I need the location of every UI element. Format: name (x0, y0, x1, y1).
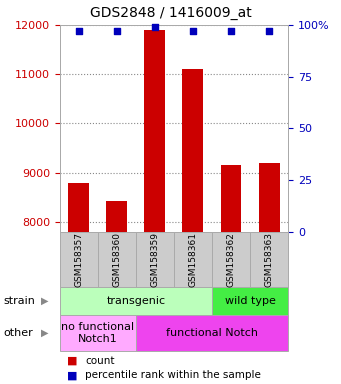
Text: GSM158362: GSM158362 (226, 232, 236, 287)
Text: GSM158359: GSM158359 (150, 232, 159, 287)
Point (114, 28, 119, 34)
Text: strain: strain (3, 296, 35, 306)
Text: wild type: wild type (225, 296, 276, 306)
Text: transgenic: transgenic (106, 296, 165, 306)
Text: GSM158357: GSM158357 (74, 232, 83, 287)
Text: ▶: ▶ (41, 296, 48, 306)
Bar (258, 163, 280, 232)
Text: percentile rank within the sample: percentile rank within the sample (85, 370, 261, 380)
Text: functional Notch: functional Notch (166, 328, 258, 338)
Point (266, 28, 272, 34)
Text: ■: ■ (66, 356, 77, 366)
Text: GDS2848 / 1416009_at: GDS2848 / 1416009_at (90, 6, 251, 20)
Bar (106, 200, 127, 232)
Text: GSM158363: GSM158363 (265, 232, 273, 287)
Point (228, 28, 234, 34)
Text: GSM158361: GSM158361 (189, 232, 197, 287)
Point (190, 28, 196, 34)
Text: ■: ■ (66, 370, 77, 380)
Bar (182, 69, 204, 232)
Bar (221, 165, 241, 232)
Point (152, 24, 158, 30)
Bar (144, 30, 165, 232)
Point (76, 28, 81, 34)
Text: GSM158360: GSM158360 (112, 232, 121, 287)
Text: ▶: ▶ (41, 328, 48, 338)
Text: count: count (85, 356, 115, 366)
Text: no functional
Notch1: no functional Notch1 (61, 322, 134, 344)
Bar (68, 183, 89, 232)
Text: other: other (3, 328, 33, 338)
